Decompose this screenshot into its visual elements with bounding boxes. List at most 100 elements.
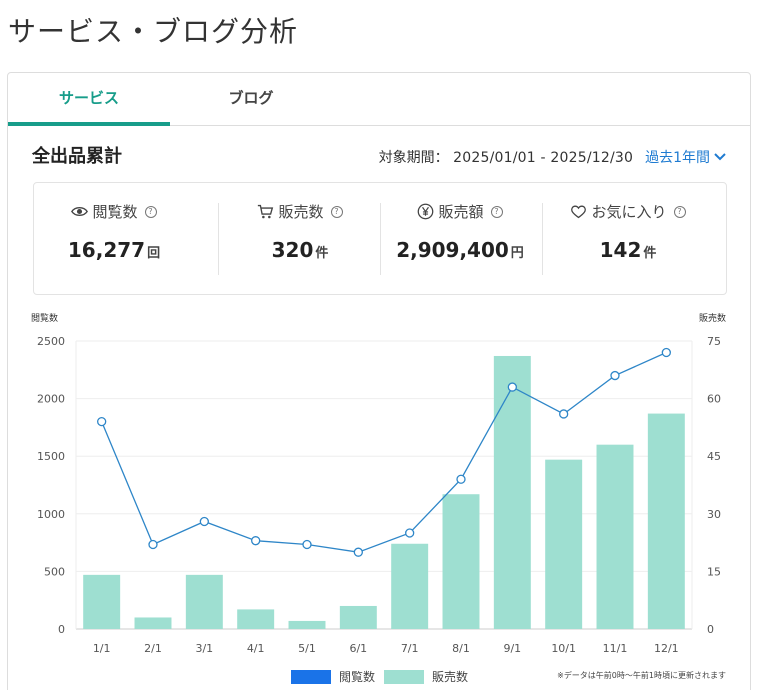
sales-point [353, 547, 363, 557]
x-tick-label: 12/1 [654, 642, 679, 655]
stat-revenue: 販売額 ? 2,909,400 円 [380, 201, 540, 277]
sales-point [507, 382, 517, 392]
stats-panel: 閲覧数 ? 16,277 回 販売数 ? 320 件 販売額 ? 2,909,400… [33, 182, 727, 295]
period-select-label: 過去1年間 [645, 150, 710, 166]
left-tick-label: 0 [58, 623, 65, 636]
left-tick-label: 1500 [37, 450, 65, 463]
sales-point [148, 539, 158, 550]
help-icon[interactable]: ? [330, 205, 343, 218]
bar [83, 574, 121, 629]
period-area: 対象期間： 2025/01/01 - 2025/12/30 過去1年間 [379, 147, 726, 167]
sales-point [302, 539, 312, 550]
tab-service[interactable]: サービス [8, 73, 170, 126]
sales-point [456, 474, 466, 484]
right-tick-label: 0 [707, 623, 714, 636]
stat-revenue-value: 2,909,400 [396, 238, 509, 262]
stat-views-label: 閲覧数 [92, 203, 138, 221]
divider [218, 203, 219, 275]
x-tick-label: 4/1 [247, 642, 265, 655]
left-tick-label: 2500 [37, 335, 65, 348]
legend-label-views: 閲覧数 [339, 669, 375, 684]
stat-views: 閲覧数 ? 16,277 回 [34, 201, 194, 277]
x-tick-label: 2/1 [144, 642, 162, 655]
bar [288, 620, 326, 629]
x-tick-label: 6/1 [349, 642, 367, 655]
stat-sales-label: 販売数 [278, 203, 324, 221]
left-axis-title: 閲覧数 [31, 312, 58, 324]
stat-favorites-label: お気に入り [591, 203, 667, 221]
legend-swatch-views [291, 670, 331, 684]
eye-icon [71, 206, 89, 217]
x-tick-label: 10/1 [551, 642, 576, 655]
update-note: ※データは午前0時～午前1時頃に更新されます [557, 670, 726, 680]
legend-label-sales: 販売数 [432, 669, 468, 684]
bars [83, 355, 685, 629]
bar [185, 574, 223, 629]
period-value: 2025/01/01 - 2025/12/30 [453, 150, 634, 166]
legend-swatch-sales [384, 670, 424, 684]
sales-line [97, 347, 671, 557]
left-tick-label: 2000 [37, 393, 65, 406]
stat-revenue-label: 販売額 [438, 203, 484, 221]
tab-bar: サービス ブログ [8, 73, 750, 126]
left-tick-label: 1000 [37, 508, 65, 521]
stat-views-unit: 回 [147, 246, 161, 261]
divider [380, 203, 381, 275]
sales-point [97, 416, 107, 427]
bar [647, 413, 685, 629]
axes: 0 500 1000 1500 2000 2500 0 15 30 45 60 75 1/1 2/1 3/1… [37, 335, 721, 655]
yen-icon [418, 203, 434, 220]
legend: 閲覧数 販売数 [291, 669, 468, 684]
sales-point [661, 347, 671, 358]
x-tick-label: 3/1 [195, 642, 213, 655]
left-tick-label: 500 [44, 565, 65, 578]
stat-favorites: お気に入り ? 142 件 [548, 201, 708, 277]
bar [237, 609, 275, 629]
right-axis-title: 販売数 [699, 312, 726, 324]
bar [339, 605, 377, 629]
right-tick-label: 30 [707, 508, 721, 521]
period-label: 対象期間： 2025/01/01 - 2025/12/30 [379, 147, 633, 167]
stat-sales: 販売数 ? 320 件 [220, 201, 380, 277]
sales-point [405, 528, 415, 538]
sales-point [199, 516, 209, 527]
stat-sales-value: 320 [271, 238, 314, 262]
help-icon[interactable]: ? [144, 205, 157, 218]
stat-revenue-unit: 円 [510, 246, 524, 261]
x-tick-label: 8/1 [452, 642, 470, 655]
bar [545, 459, 583, 629]
right-tick-label: 15 [707, 565, 721, 578]
x-tick-label: 1/1 [93, 642, 111, 655]
bar [493, 355, 531, 629]
bar [442, 494, 480, 629]
period-select[interactable]: 過去1年間 [645, 147, 726, 167]
heart-icon [571, 205, 587, 219]
period-label-text: 対象期間： [378, 150, 449, 166]
x-tick-label: 7/1 [401, 642, 419, 655]
sales-point [251, 536, 261, 546]
bar [134, 617, 172, 629]
right-tick-label: 75 [707, 335, 721, 348]
bar [391, 543, 429, 629]
page-title: サービス・ブログ分析 [8, 15, 299, 48]
section-title: 全出品累計 [32, 146, 122, 167]
stat-favorites-unit: 件 [643, 246, 657, 261]
sales-line-path [101, 351, 667, 553]
chevron-down-icon [714, 153, 726, 161]
right-tick-label: 45 [707, 450, 721, 463]
stat-sales-unit: 件 [315, 246, 329, 261]
x-tick-label: 5/1 [298, 642, 316, 655]
grid [75, 340, 693, 630]
bar [596, 444, 634, 629]
right-tick-label: 60 [707, 393, 721, 406]
divider [542, 203, 543, 275]
cart-icon [258, 204, 274, 219]
x-tick-label: 9/1 [503, 642, 521, 655]
sales-point [559, 409, 569, 419]
help-icon[interactable]: ? [490, 205, 503, 218]
stat-favorites-value: 142 [599, 238, 642, 262]
sales-point [610, 370, 620, 381]
help-icon[interactable]: ? [673, 205, 686, 218]
tab-blog[interactable]: ブログ [228, 89, 274, 107]
